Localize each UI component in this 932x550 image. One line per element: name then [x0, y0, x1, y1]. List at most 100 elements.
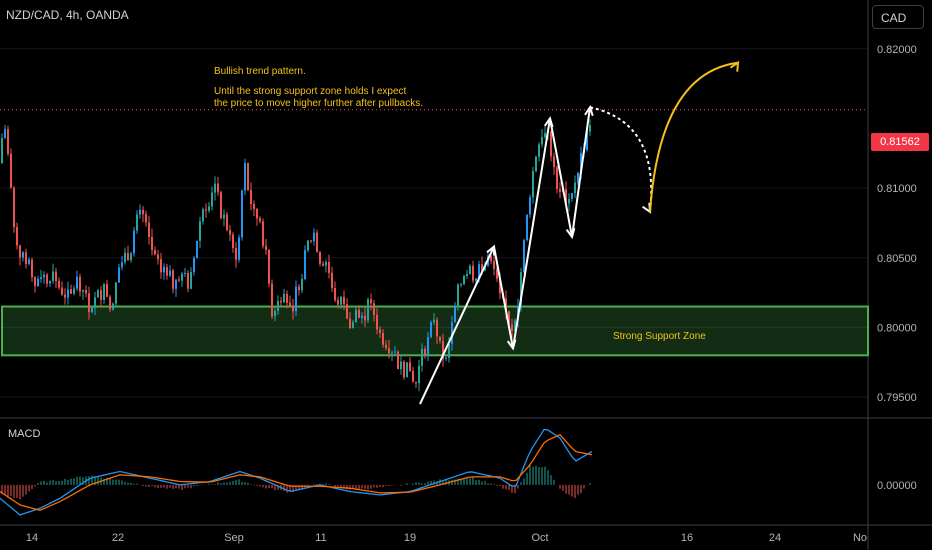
candle-body	[532, 171, 534, 198]
candle-body	[34, 277, 36, 287]
candle-body	[1, 138, 3, 164]
candle-body	[493, 261, 495, 270]
candle-body	[325, 262, 327, 266]
candle-body	[490, 255, 492, 262]
candle-body	[391, 352, 393, 354]
arrow-head	[729, 60, 740, 72]
candle-body	[181, 273, 183, 281]
candle-body	[361, 315, 363, 318]
candle-body	[385, 344, 387, 349]
candle-body	[79, 276, 81, 292]
candle-body	[541, 136, 543, 145]
candle-body	[106, 284, 108, 297]
candle-body	[454, 306, 456, 323]
candle-body	[574, 182, 576, 194]
candle-body	[376, 314, 378, 330]
candle-body	[451, 322, 453, 344]
candle-body	[373, 303, 375, 315]
macd-zero-label: 0.00000	[877, 480, 917, 492]
candle-body	[61, 287, 63, 295]
candle-body	[268, 249, 270, 284]
macd-indicator-label[interactable]: MACD	[8, 428, 41, 440]
candle-body	[262, 221, 264, 246]
candle-body	[202, 209, 204, 222]
candle-body	[568, 198, 570, 204]
candle-body	[217, 183, 219, 193]
symbol-title[interactable]: NZD/CAD, 4h, OANDA	[6, 8, 129, 22]
candle-body	[289, 302, 291, 306]
candle-body	[67, 289, 69, 298]
candle-body	[418, 365, 420, 384]
candle-body	[535, 156, 537, 172]
candle-body	[58, 281, 60, 288]
note-line-1: Until the strong support zone holds I ex…	[214, 86, 407, 97]
candle-body	[91, 307, 93, 313]
candle-body	[331, 272, 333, 289]
candle-body	[238, 237, 240, 260]
candle-body	[76, 276, 78, 289]
candle-body	[457, 284, 459, 307]
x-tick-label: 14	[26, 532, 38, 544]
candle-body	[550, 131, 552, 157]
candle-body	[448, 343, 450, 358]
candle-body	[184, 273, 186, 275]
candle-body	[13, 187, 15, 228]
candle-body	[166, 267, 168, 276]
candle-body	[589, 125, 591, 132]
candle-body	[544, 133, 546, 137]
currency-button[interactable]: CAD	[872, 5, 924, 29]
candle-body	[31, 259, 33, 278]
candle-body	[334, 288, 336, 301]
candle-body	[196, 240, 198, 259]
candle-body	[496, 269, 498, 279]
candle-body	[211, 192, 213, 207]
candle-body	[40, 277, 42, 279]
candle-body	[100, 290, 102, 300]
candle-body	[310, 240, 312, 242]
candle-body	[469, 265, 471, 275]
candle-body	[526, 214, 528, 240]
candle-body	[466, 274, 468, 277]
candle-body	[586, 131, 588, 151]
candle-body	[277, 300, 279, 311]
candle-body	[172, 270, 174, 289]
x-tick-label: Oct	[531, 532, 548, 544]
y-tick-label: 0.80000	[877, 322, 917, 334]
candle-body	[118, 267, 120, 283]
candle-body	[64, 294, 66, 298]
candle-body	[94, 297, 96, 308]
y-tick-label: 0.81000	[877, 183, 917, 195]
candle-body	[292, 305, 294, 312]
candle-body	[313, 232, 315, 242]
candle-body	[415, 381, 417, 384]
candle-body	[367, 299, 369, 321]
trend-arrow	[512, 118, 551, 349]
candle-body	[19, 245, 21, 258]
y-tick-label: 0.80500	[877, 253, 917, 265]
candle-body	[220, 192, 222, 219]
candle-body	[103, 284, 105, 300]
candle-body	[295, 286, 297, 312]
candle-body	[283, 293, 285, 303]
candle-body	[112, 303, 114, 310]
candle-body	[436, 319, 438, 337]
candle-body	[10, 153, 12, 188]
candle-body	[25, 252, 27, 264]
candle-body	[304, 250, 306, 280]
candle-body	[520, 272, 522, 306]
candle-body	[214, 183, 216, 193]
macd-line	[0, 428, 593, 516]
x-tick-label: 19	[404, 532, 416, 544]
candle-body	[346, 304, 348, 319]
candle-body	[355, 309, 357, 323]
candle-body	[160, 259, 162, 273]
candle-body	[538, 144, 540, 157]
arrow-head	[642, 202, 652, 214]
candle-body	[394, 351, 396, 353]
candle-body	[364, 315, 366, 321]
candle-body	[235, 248, 237, 260]
candle-body	[340, 296, 342, 305]
projection-arrow	[649, 61, 739, 212]
candle-body	[121, 262, 123, 268]
